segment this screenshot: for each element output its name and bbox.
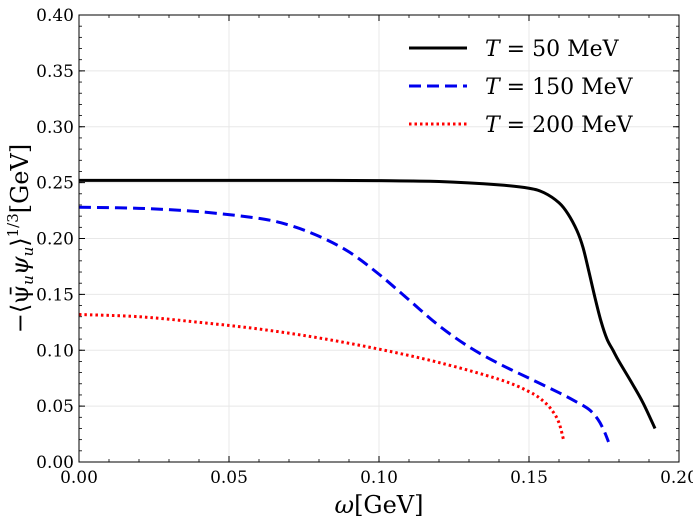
y-tick-label: 0.35 xyxy=(36,62,74,82)
x-tick-label: 0.00 xyxy=(60,468,98,488)
legend-label-3: T = 200 MeV xyxy=(485,113,634,138)
y-tick-label: 0.15 xyxy=(36,285,74,305)
y-axis-label-sup: 1/3 xyxy=(4,213,22,237)
legend-label-var: T xyxy=(485,75,502,100)
x-axis-label: ω[GeV] xyxy=(334,491,423,519)
ticks-layer xyxy=(78,14,680,463)
y-tick-label: 0.25 xyxy=(36,174,74,194)
legend-label-text: = 50 MeV xyxy=(500,37,620,62)
y-axis-label-main: −⟨ψ̄ xyxy=(6,285,34,333)
y-axis-label-sub2: u xyxy=(19,247,37,257)
series-line-3 xyxy=(78,312,565,441)
y-tick-label: 0.05 xyxy=(36,397,74,417)
series-layer xyxy=(78,178,657,443)
y-tick-label: 0.00 xyxy=(36,453,74,473)
legend-label-text: = 150 MeV xyxy=(500,75,634,100)
y-tick-label: 0.30 xyxy=(36,118,74,138)
y-axis-label-close: ⟩ xyxy=(6,237,34,246)
y-axis-label-psi: ψ xyxy=(6,255,34,275)
legend-label-var: T xyxy=(485,37,502,62)
y-axis-label: −⟨ψ̄uψu⟩1/3[GeV] xyxy=(4,144,37,333)
y-tick-label: 0.10 xyxy=(36,341,74,361)
y-tick-label: 0.40 xyxy=(36,6,74,26)
legend-label-text: = 200 MeV xyxy=(500,113,634,138)
x-tick-label: 0.10 xyxy=(360,468,398,488)
x-tick-label: 0.05 xyxy=(210,468,248,488)
y-axis-label-sub1: u xyxy=(19,275,37,285)
x-tick-label: 0.15 xyxy=(510,468,548,488)
legend-label-2: T = 150 MeV xyxy=(485,75,634,100)
series-line-1 xyxy=(79,178,657,430)
labels-layer: 0.00 0.05 0.10 0.15 0.20 0.00 0.05 0.10 0.15 0.20… xyxy=(36,6,693,488)
series-line-2 xyxy=(78,205,610,443)
legend-label-var: T xyxy=(485,113,502,138)
y-tick-label: 0.20 xyxy=(36,230,74,250)
x-tick-label: 0.20 xyxy=(660,468,693,488)
legend-label-1: T = 50 MeV xyxy=(485,37,620,62)
y-axis-label-unit: [GeV] xyxy=(6,144,34,213)
